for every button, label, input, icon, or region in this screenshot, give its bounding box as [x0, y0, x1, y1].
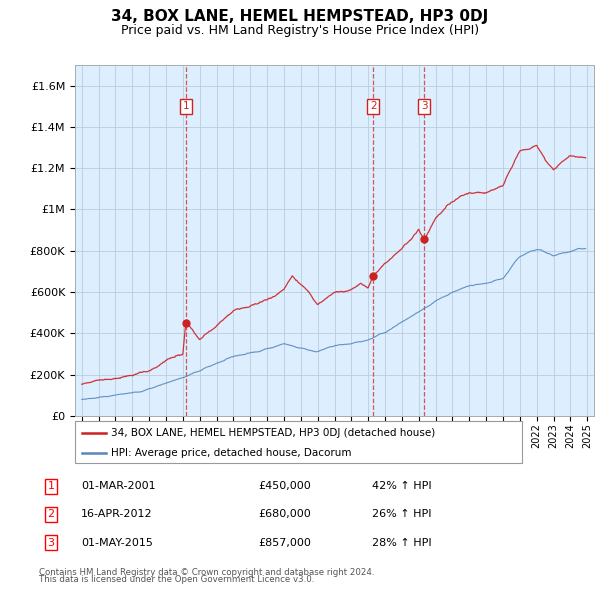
Text: This data is licensed under the Open Government Licence v3.0.: This data is licensed under the Open Gov… — [39, 575, 314, 584]
Text: 1: 1 — [47, 481, 55, 491]
Text: 3: 3 — [421, 101, 428, 111]
Text: 2: 2 — [47, 510, 55, 519]
Text: £680,000: £680,000 — [258, 510, 311, 519]
Text: 28% ↑ HPI: 28% ↑ HPI — [372, 538, 431, 548]
FancyBboxPatch shape — [75, 421, 522, 463]
Text: 34, BOX LANE, HEMEL HEMPSTEAD, HP3 0DJ: 34, BOX LANE, HEMEL HEMPSTEAD, HP3 0DJ — [112, 9, 488, 24]
Text: £450,000: £450,000 — [258, 481, 311, 491]
Text: 34, BOX LANE, HEMEL HEMPSTEAD, HP3 0DJ (detached house): 34, BOX LANE, HEMEL HEMPSTEAD, HP3 0DJ (… — [111, 428, 435, 438]
Text: Price paid vs. HM Land Registry's House Price Index (HPI): Price paid vs. HM Land Registry's House … — [121, 24, 479, 37]
Text: 42% ↑ HPI: 42% ↑ HPI — [372, 481, 431, 491]
Text: £857,000: £857,000 — [258, 538, 311, 548]
Text: 3: 3 — [47, 538, 55, 548]
Text: 1: 1 — [182, 101, 189, 111]
Text: 01-MAR-2001: 01-MAR-2001 — [81, 481, 155, 491]
Text: 16-APR-2012: 16-APR-2012 — [81, 510, 152, 519]
Text: 26% ↑ HPI: 26% ↑ HPI — [372, 510, 431, 519]
Text: Contains HM Land Registry data © Crown copyright and database right 2024.: Contains HM Land Registry data © Crown c… — [39, 568, 374, 577]
Text: 01-MAY-2015: 01-MAY-2015 — [81, 538, 153, 548]
Text: 2: 2 — [370, 101, 376, 111]
Text: HPI: Average price, detached house, Dacorum: HPI: Average price, detached house, Daco… — [111, 448, 351, 457]
